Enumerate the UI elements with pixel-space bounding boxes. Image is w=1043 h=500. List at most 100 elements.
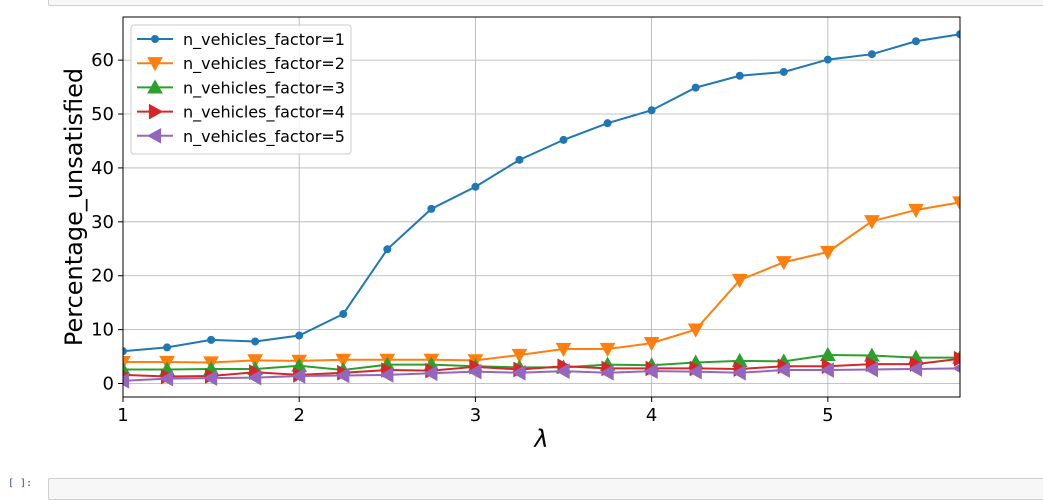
data-point: [779, 67, 788, 76]
legend-label: n_vehicles_factor=4: [183, 103, 345, 123]
x-tick-label: 2: [293, 405, 304, 426]
data-point: [335, 353, 352, 368]
legend-item: n_vehicles_factor=3: [137, 78, 345, 98]
data-point: [555, 342, 572, 358]
y-tick-label: 10: [91, 320, 114, 341]
data-point: [427, 204, 436, 213]
data-point: [775, 256, 792, 271]
data-point: [379, 367, 394, 383]
data-point: [687, 363, 702, 380]
data-point: [819, 346, 836, 362]
legend-marker: [151, 35, 159, 43]
data-point: [515, 155, 524, 164]
legend-label: n_vehicles_factor=2: [183, 54, 345, 74]
y-tick-label: 0: [103, 374, 114, 395]
series-4: [123, 350, 960, 385]
y-tick-label: 50: [91, 104, 114, 125]
previous-output-cell: [48, 0, 1043, 6]
legend: n_vehicles_factor=1 n_vehicles_factor=2 n_…: [130, 24, 352, 155]
series-line: [123, 201, 960, 364]
next-input-cell[interactable]: [48, 478, 1043, 500]
data-point: [731, 364, 746, 381]
y-tick-label: 60: [91, 50, 114, 71]
data-point: [203, 370, 218, 386]
data-point: [603, 119, 612, 128]
y-tick-label: 30: [91, 212, 114, 233]
x-tick-label: 5: [822, 405, 833, 426]
data-point: [823, 55, 832, 64]
data-point: [731, 273, 748, 289]
legend-item: n_vehicles_factor=1: [137, 30, 345, 50]
legend-marker: [148, 103, 164, 120]
legend-label: n_vehicles_factor=3: [183, 78, 345, 98]
data-point: [951, 363, 960, 373]
legend-label: n_vehicles_factor=1: [183, 30, 345, 50]
series-1: [123, 30, 960, 356]
series-5: [123, 361, 960, 389]
data-point: [735, 71, 744, 80]
data-point: [123, 355, 131, 370]
y-tick-label: 20: [91, 266, 114, 287]
legend-item: n_vehicles_factor=5: [137, 127, 345, 147]
data-point: [952, 196, 960, 211]
legend-marker: [147, 79, 163, 94]
data-point: [159, 370, 174, 387]
data-point: [953, 350, 960, 367]
data-point: [555, 363, 570, 379]
data-point: [599, 342, 616, 358]
x-tick-label: 1: [117, 405, 128, 426]
data-point: [775, 362, 790, 378]
data-point: [867, 50, 876, 59]
data-point: [908, 203, 924, 218]
data-point: [643, 336, 660, 352]
data-point: [643, 363, 658, 379]
data-point: [339, 309, 348, 318]
data-point: [907, 361, 923, 377]
x-tick-label: 4: [646, 405, 657, 426]
data-point: [207, 335, 216, 344]
data-point: [123, 347, 127, 356]
data-point: [511, 348, 528, 363]
legend-box: [130, 24, 352, 155]
data-point: [251, 337, 260, 346]
data-point: [864, 215, 880, 230]
x-axis-label: λ: [532, 425, 548, 453]
data-point: [819, 362, 834, 378]
y-axis-label: Percentage_unsatisfied: [60, 68, 88, 346]
legend-item: n_vehicles_factor=4: [137, 103, 345, 123]
series-line: [123, 33, 960, 353]
legend-item: n_vehicles_factor=2: [137, 54, 345, 74]
legend-marker: [146, 127, 162, 144]
data-point: [383, 245, 392, 254]
data-point: [423, 365, 438, 382]
data-point: [559, 135, 568, 144]
data-point: [819, 245, 836, 261]
series-2: [123, 196, 960, 371]
data-point: [471, 182, 480, 191]
input-prompt: [ ]:: [8, 478, 33, 489]
data-point: [687, 323, 704, 338]
data-point: [956, 30, 960, 39]
legend-marker: [147, 57, 163, 72]
legend-label: n_vehicles_factor=5: [183, 127, 345, 147]
data-point: [511, 364, 526, 381]
data-point: [863, 361, 878, 378]
x-tick-label: 3: [470, 405, 481, 426]
data-point: [247, 369, 262, 386]
y-tick-label: 40: [91, 158, 114, 179]
data-point: [295, 331, 304, 340]
data-point: [291, 368, 306, 384]
data-point: [123, 372, 130, 389]
series-layer: [123, 30, 960, 389]
data-point: [911, 37, 920, 46]
data-point: [163, 343, 172, 352]
data-point: [691, 83, 700, 92]
data-point: [467, 363, 482, 380]
plot-frame: [122, 16, 961, 398]
data-point: [335, 367, 350, 384]
data-point: [647, 106, 656, 115]
data-point: [599, 364, 614, 381]
series-line: [123, 357, 960, 378]
